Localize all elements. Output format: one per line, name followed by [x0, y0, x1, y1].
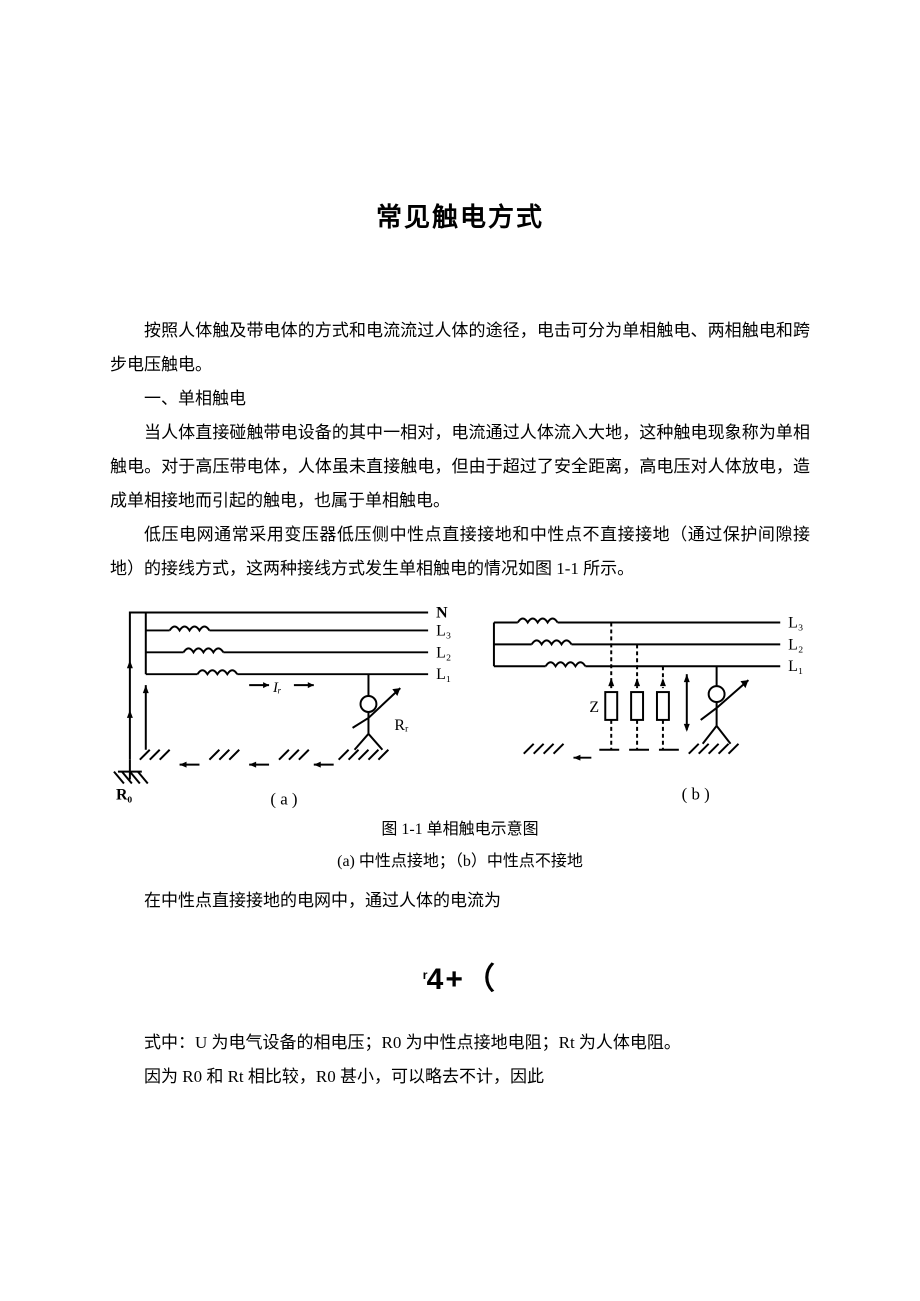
label-Rr: Rᵣ — [394, 717, 409, 734]
label-Ir: Iᵣ — [272, 680, 282, 696]
paragraph-6: 因为 R0 和 Rt 相比较，R0 甚小，可以略去不计，因此 — [110, 1060, 810, 1094]
equation-body: 4+（ — [427, 963, 497, 996]
figure-1-1-a: N L₃ L₂ L₁ — [110, 600, 458, 810]
paragraph-5: 式中：U 为电气设备的相电压；R0 为中性点接地电阻；Rt 为人体电阻。 — [110, 1026, 810, 1060]
section-heading-1: 一、单相触电 — [110, 382, 810, 416]
page-title: 常见触电方式 — [110, 197, 810, 234]
paragraph-intro: 按照人体触及带电体的方式和电流流过人体的途径，电击可分为单相触电、两相触电和跨步… — [110, 314, 810, 382]
label-R0: R₀ — [116, 787, 132, 804]
paragraph-2: 当人体直接碰触带电设备的其中一相对，电流通过人体流入大地，这种触电现象称为单相触… — [110, 416, 810, 518]
label-Z: Z — [589, 699, 599, 716]
figure-subcaption: (a) 中性点接地；（b）中性点不接地 — [110, 846, 810, 878]
label-N: N — [436, 605, 448, 622]
figure-b-caption: ( b ) — [682, 785, 710, 804]
figure-caption: 图 1-1 单相触电示意图 — [110, 814, 810, 846]
label-L3-a: L₃ — [436, 623, 451, 640]
paragraph-4: 在中性点直接接地的电网中，通过人体的电流为 — [110, 884, 810, 918]
label-L1-b: L₁ — [788, 659, 803, 676]
figure-a-caption: ( a ) — [270, 790, 297, 809]
label-L2-a: L₂ — [436, 645, 451, 662]
equation-1: ᵣ4+（ — [110, 954, 810, 998]
document-page: 常见触电方式 按照人体触及带电体的方式和电流流过人体的途径，电击可分为单相触电、… — [0, 0, 920, 1301]
figure-1-1-b: L₃ L₂ L₁ — [482, 600, 810, 810]
label-L2-b: L₂ — [788, 637, 803, 654]
label-L3-b: L₃ — [788, 615, 803, 632]
paragraph-3: 低压电网通常采用变压器低压侧中性点直接接地和中性点不直接接地（通过保护间隙接地）… — [110, 518, 810, 586]
label-L1-a: L₁ — [436, 667, 451, 684]
figure-1-1: N L₃ L₂ L₁ — [110, 600, 810, 810]
